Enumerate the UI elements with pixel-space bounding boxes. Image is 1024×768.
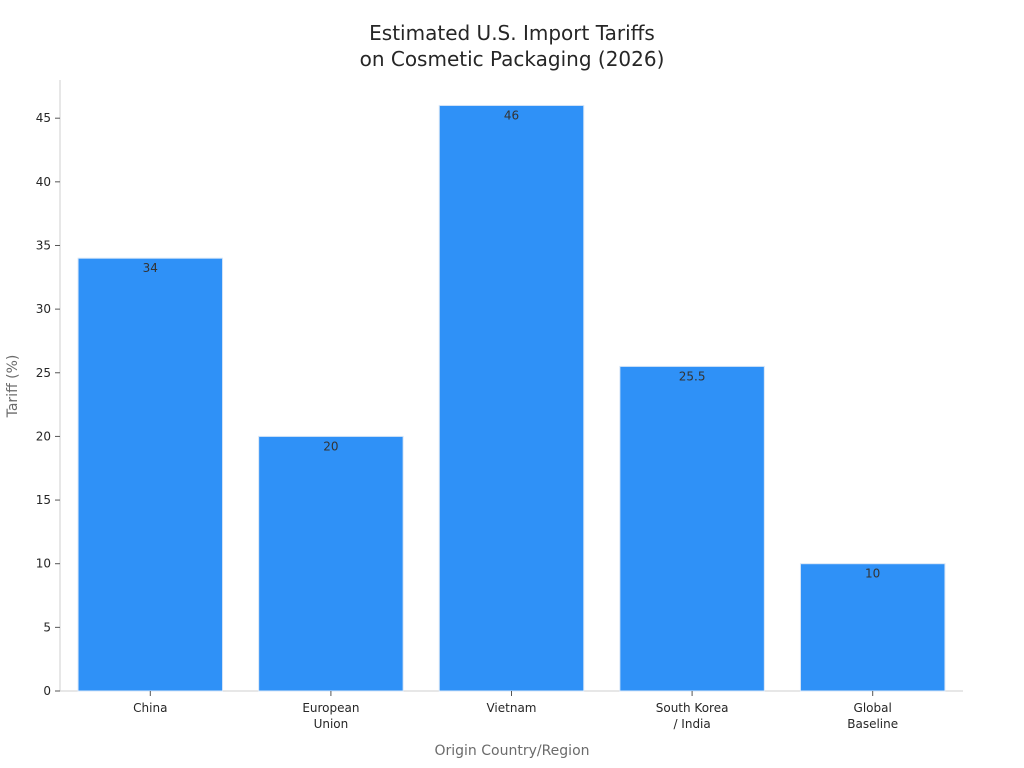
bar: [258, 435, 404, 692]
x-tick-label-line: South Korea: [656, 701, 729, 715]
y-tick-label: 35: [36, 238, 51, 252]
x-tick-label: Vietnam: [486, 701, 536, 715]
y-tick-label: 45: [36, 111, 51, 125]
x-tick-label-line: European: [302, 701, 359, 715]
x-tick-label: China: [133, 701, 167, 715]
bar-value-label: 46: [504, 108, 519, 122]
bar: [438, 104, 585, 692]
y-axis-label: Tariff (%): [5, 355, 21, 419]
bar-data-labels: 34 20 46 25.5 10: [143, 108, 881, 580]
y-tick-label: 10: [36, 557, 51, 571]
bar: [799, 563, 946, 692]
x-tick-label-line: Vietnam: [486, 701, 536, 715]
x-tick-label: South Korea / India: [656, 701, 729, 731]
x-tick-label: Global Baseline: [847, 701, 898, 731]
y-tick-label: 40: [36, 175, 51, 189]
x-axis-label: Origin Country/Region: [434, 743, 589, 759]
x-tick-label-line: Union: [314, 717, 349, 731]
x-tick-label-line: / India: [673, 717, 710, 731]
y-axis-ticks: 0 5 10 15 20 25 30 35 40 45: [36, 111, 60, 698]
x-tick-label: European Union: [302, 701, 359, 731]
x-tick-label-line: Baseline: [847, 717, 898, 731]
y-tick-label: 20: [36, 429, 51, 443]
x-axis-ticks: China European Union Vietnam South Korea / In…: [133, 691, 898, 731]
x-tick-label-line: China: [133, 701, 167, 715]
bar: [619, 365, 765, 692]
bar: [77, 257, 224, 692]
chart-title-line-2: on Cosmetic Packaging (2026): [360, 47, 665, 71]
bar-value-label: 20: [323, 439, 338, 453]
bar-value-label: 34: [143, 261, 158, 275]
chart-title-line-1: Estimated U.S. Import Tariffs: [369, 21, 655, 45]
y-tick-label: 30: [36, 302, 51, 316]
y-tick-label: 25: [36, 366, 51, 380]
bar-value-label: 25.5: [679, 369, 706, 383]
x-tick-label-line: Global: [854, 701, 892, 715]
bar-series: [77, 104, 946, 692]
y-tick-label: 0: [43, 684, 51, 698]
chart-title: Estimated U.S. Import Tariffs on Cosmeti…: [360, 21, 665, 71]
y-tick-label: 5: [43, 620, 51, 634]
bar-value-label: 10: [865, 567, 880, 581]
y-tick-label: 15: [36, 493, 51, 507]
